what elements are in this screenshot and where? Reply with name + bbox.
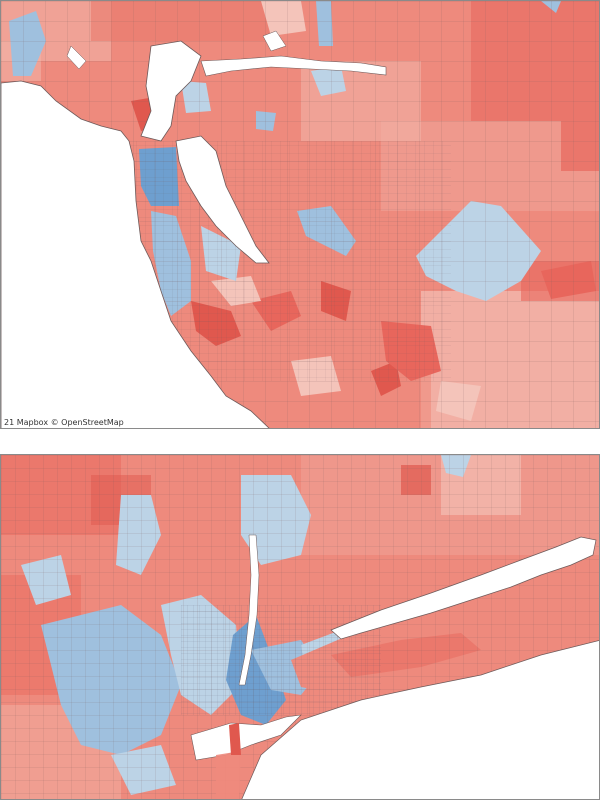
tomales-bay (66, 45, 87, 70)
san-francisco-bay (175, 135, 270, 264)
bay-area-choropleth[interactable] (1, 1, 600, 429)
new-york-choropleth[interactable] (1, 455, 600, 800)
map-attribution[interactable]: 21 Mapbox © OpenStreetMap (2, 418, 126, 427)
new-york-harbor (190, 714, 302, 761)
carquinez-strait (200, 55, 387, 77)
water-bodies (66, 30, 387, 264)
san-pablo-bay (140, 40, 202, 142)
hudson-river (238, 534, 260, 686)
pacific-ocean (1, 80, 270, 428)
map-panel-new-york[interactable] (0, 454, 600, 800)
map-panel-bay-area[interactable]: 21 Mapbox © OpenStreetMap (0, 0, 600, 429)
atlantic-ocean (241, 640, 599, 799)
long-island-sound (330, 536, 597, 640)
